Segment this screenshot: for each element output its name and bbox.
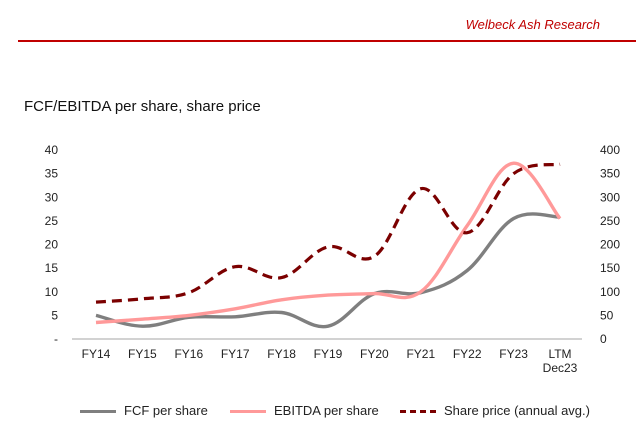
x-axis-tick: FY15 [128,347,157,361]
x-axis-tick: FY20 [360,347,389,361]
right-axis-tick: 300 [600,190,620,204]
right-axis-tick: 350 [600,167,620,181]
brand-name: Welbeck Ash Research [465,17,600,32]
chart-title: FCF/EBITDA per share, share price [24,98,261,115]
legend-label: Share price (annual avg.) [444,403,590,418]
legend-label: FCF per share [124,403,208,418]
left-axis-tick: 10 [45,285,59,299]
x-axis-tick: FY19 [314,347,343,361]
x-axis-tick: LTM Dec23 [543,347,578,375]
x-axis-tick: FY22 [453,347,482,361]
right-axis-tick: 150 [600,261,620,275]
left-axis-tick: 25 [45,214,59,228]
fcf-per-share-line [95,212,561,329]
right-axis-tick: 100 [600,285,620,299]
legend-swatch [80,410,116,413]
right-axis-tick: 50 [600,308,614,322]
x-axis-tick: FY16 [174,347,203,361]
ebitda-per-share-line [95,161,562,325]
left-axis-tick: - [54,332,58,346]
left-axis-tick: 5 [51,308,58,322]
left-axis-tick: 35 [45,167,59,181]
x-axis-tick: FY14 [82,347,111,361]
legend-swatch [230,410,266,413]
x-axis-tick: FY23 [499,347,528,361]
x-axis-tick: FY17 [221,347,250,361]
right-axis-tick: 400 [600,143,620,157]
share-price-line [95,162,561,304]
x-axis-tick: FY18 [267,347,296,361]
header-rule [18,40,636,42]
x-axis-tick: FY21 [406,347,435,361]
right-axis-tick: 0 [600,332,607,346]
right-axis-tick: 200 [600,238,620,252]
left-axis-tick: 15 [45,261,59,275]
chart-legend: FCF per share EBITDA per share Share price… [80,401,620,421]
left-axis-tick: 20 [45,238,59,252]
legend-label: EBITDA per share [274,403,379,418]
legend-swatch [400,410,436,413]
left-axis-tick: 30 [45,190,59,204]
right-axis-tick: 250 [600,214,620,228]
left-axis-tick: 40 [45,143,59,157]
